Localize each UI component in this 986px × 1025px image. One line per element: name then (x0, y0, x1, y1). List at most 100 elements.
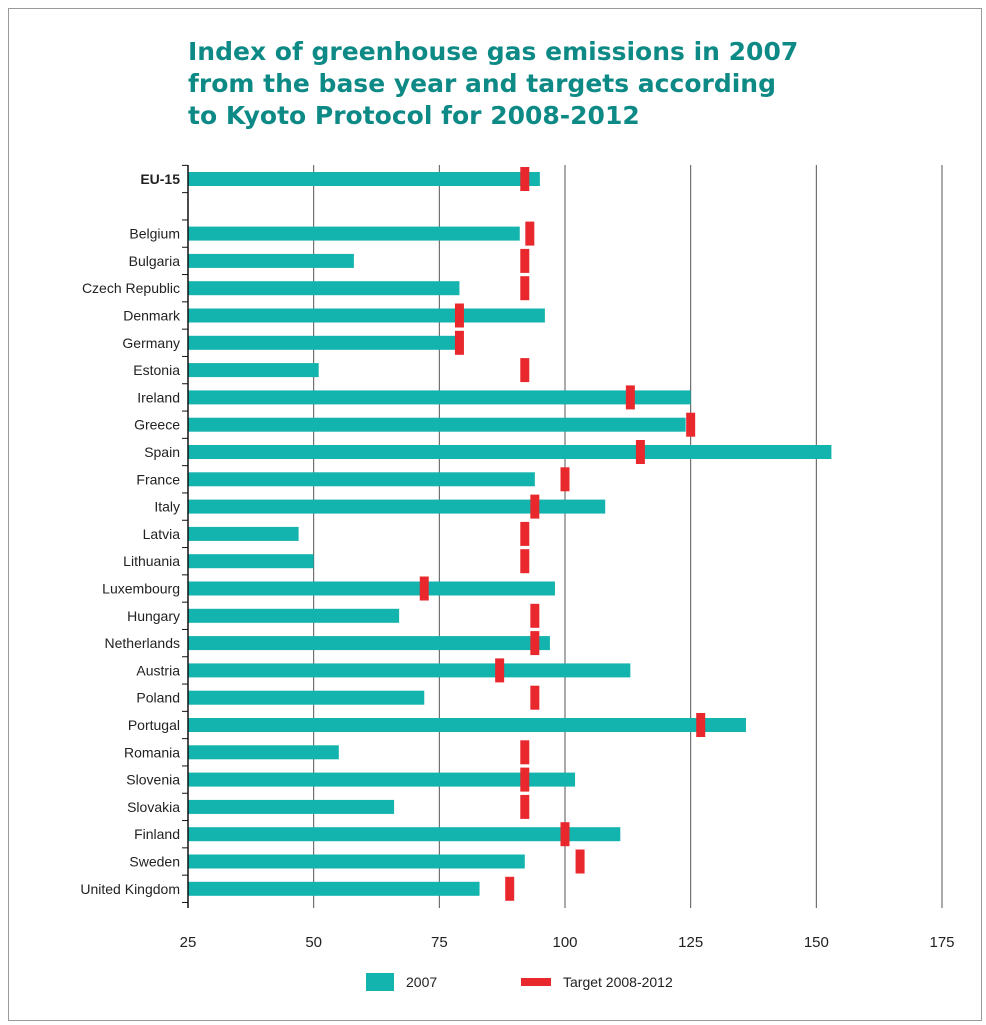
category-label: Denmark (123, 308, 181, 324)
category-label: Estonia (133, 362, 180, 378)
target-marker (696, 713, 706, 737)
category-labels: EU-15 Belgium Bulgaria Czech Republic Denmar… (80, 171, 181, 897)
category-label: France (136, 471, 180, 487)
bar-2007 (188, 526, 299, 541)
bar-2007 (188, 608, 400, 623)
chart-frame (8, 8, 982, 1021)
bar-2007 (188, 390, 691, 405)
legend-label-2007: 2007 (406, 974, 437, 990)
x-tick-label: 175 (929, 934, 954, 951)
category-label: Romania (124, 744, 180, 760)
target-marker (520, 248, 530, 273)
gridlines (313, 165, 943, 908)
bar-2007 (188, 690, 425, 705)
bar-2007 (188, 335, 460, 350)
target-marker (560, 822, 570, 847)
legend-swatch-2007 (366, 973, 394, 991)
category-label: Czech Republic (82, 280, 180, 296)
bar-2007 (188, 472, 535, 487)
target-marker (505, 876, 515, 901)
bar-2007 (188, 417, 686, 432)
target-marker (625, 385, 635, 410)
target-marker (520, 521, 530, 546)
category-label: Germany (122, 335, 180, 351)
target-marker (419, 576, 429, 601)
target-marker (520, 167, 530, 191)
bar-2007 (188, 718, 746, 732)
target-marker (525, 221, 535, 246)
target-marker (520, 549, 530, 574)
bar-2007 (188, 772, 576, 787)
category-label: Latvia (143, 526, 181, 542)
category-label: Ireland (137, 389, 180, 405)
axes (182, 164, 189, 908)
bar-2007 (188, 663, 631, 678)
category-label: United Kingdom (80, 881, 180, 897)
category-label: Spain (144, 444, 180, 460)
bar-2007 (188, 363, 319, 378)
bar-2007 (188, 308, 545, 323)
category-label: Italy (154, 499, 180, 515)
chart-title-line: to Kyoto Protocol for 2008-2012 (188, 101, 640, 130)
chart-title: Index of greenhouse gas emissions in 200… (188, 36, 948, 132)
x-tick-label: 50 (305, 934, 322, 951)
target-marker (495, 658, 505, 683)
category-label: Netherlands (105, 635, 181, 651)
category-label: Belgium (129, 226, 180, 242)
category-label: Lithuania (123, 553, 180, 569)
category-label: Poland (136, 690, 180, 706)
target-marker (560, 467, 570, 492)
target-marker (530, 494, 540, 519)
x-tick-label: 75 (431, 934, 448, 951)
bar-2007 (188, 854, 525, 869)
tick-labels: 25 50 75 100 125 150 175 (180, 934, 955, 951)
target-marker (520, 276, 530, 301)
target-marker (520, 740, 530, 765)
x-tick-label: 100 (552, 934, 577, 951)
bar-2007 (188, 281, 460, 296)
chart-title-line: from the base year and targets according (188, 69, 776, 98)
bar-2007 (188, 226, 520, 241)
target-markers (419, 167, 706, 901)
bar-2007 (188, 499, 606, 514)
bars-2007 (188, 172, 832, 896)
category-label: EU-15 (140, 171, 180, 187)
category-label: Portugal (128, 717, 180, 733)
x-tick-label: 125 (678, 934, 703, 951)
bar-2007 (188, 554, 314, 569)
bar-2007 (188, 799, 395, 814)
category-label: Slovakia (127, 799, 180, 815)
category-label: Greece (134, 417, 180, 433)
target-marker (530, 603, 540, 628)
x-tick-label: 150 (804, 934, 829, 951)
target-marker (520, 794, 530, 819)
category-label: Slovenia (126, 772, 180, 788)
bar-2007 (188, 827, 621, 842)
target-marker (686, 412, 696, 437)
target-marker (530, 685, 540, 710)
bar-2007 (188, 745, 339, 760)
legend: 2007 Target 2008-2012 (366, 973, 673, 991)
legend-label-target: Target 2008-2012 (563, 974, 673, 990)
category-label: Hungary (127, 608, 180, 624)
target-marker (520, 767, 530, 792)
bar-2007 (188, 581, 555, 596)
category-label: Finland (134, 826, 180, 842)
target-marker (454, 330, 464, 355)
bar-2007 (188, 636, 550, 651)
target-marker (520, 358, 530, 383)
category-label: Bulgaria (129, 253, 181, 269)
chart-title-line: Index of greenhouse gas emissions in 200… (188, 37, 799, 66)
bar-2007 (188, 172, 540, 186)
legend-swatch-target (521, 978, 551, 986)
target-marker (635, 440, 645, 464)
target-marker (454, 303, 464, 328)
bar-2007 (188, 253, 354, 268)
category-label: Austria (136, 662, 180, 678)
category-label: Luxembourg (102, 581, 180, 597)
bar-2007 (188, 881, 480, 896)
target-marker (575, 849, 585, 874)
bar-2007 (188, 445, 832, 459)
category-label: Sweden (129, 854, 180, 870)
